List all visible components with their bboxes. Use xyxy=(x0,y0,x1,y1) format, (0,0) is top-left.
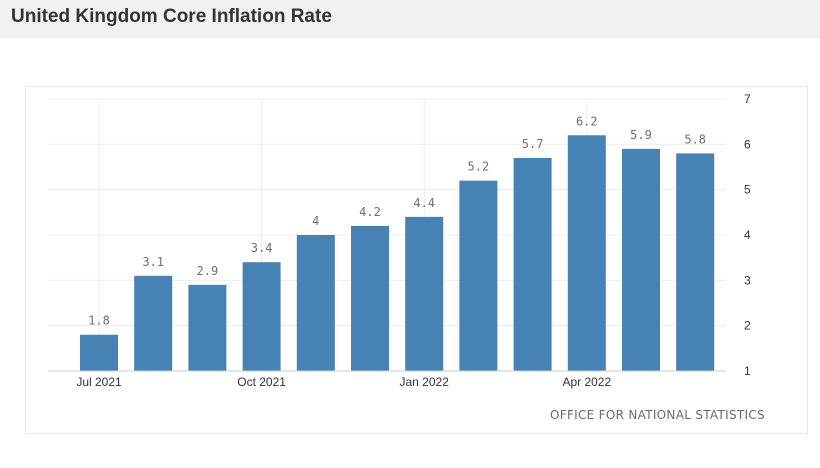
header-bar: United Kingdom Core Inflation Rate xyxy=(0,0,820,38)
y-tick-label: 7 xyxy=(744,92,751,106)
bar xyxy=(134,275,173,371)
bar xyxy=(296,235,335,371)
bar xyxy=(351,225,389,371)
bar xyxy=(459,180,498,371)
bar xyxy=(80,334,118,371)
data-label: 5.9 xyxy=(630,128,652,142)
data-label: 5.7 xyxy=(522,137,544,151)
data-label: 3.1 xyxy=(142,255,164,269)
bar xyxy=(513,157,552,371)
x-tick-label: Apr 2022 xyxy=(562,375,611,389)
y-tick-label: 2 xyxy=(744,319,751,333)
data-label: 5.8 xyxy=(684,132,706,146)
bar xyxy=(567,135,606,371)
bar xyxy=(622,148,660,371)
data-label: 1.8 xyxy=(88,314,110,328)
bar xyxy=(676,153,715,371)
source-label: OFFICE FOR NATIONAL STATISTICS xyxy=(550,408,765,422)
bar xyxy=(188,284,227,371)
bar xyxy=(242,262,281,371)
x-tick-label: Jul 2021 xyxy=(76,375,122,389)
data-label: 5.2 xyxy=(468,160,490,174)
x-tick-label: Oct 2021 xyxy=(237,375,286,389)
page-title: United Kingdom Core Inflation Rate xyxy=(11,6,332,27)
data-label: 4.2 xyxy=(359,205,381,219)
y-tick-label: 5 xyxy=(744,183,751,197)
y-tick-label: 1 xyxy=(744,364,751,378)
data-label: 6.2 xyxy=(576,114,598,128)
y-tick-label: 6 xyxy=(744,137,751,151)
x-tick-label: Jan 2022 xyxy=(400,375,450,389)
data-label: 4.4 xyxy=(413,196,435,210)
bar xyxy=(405,216,444,371)
y-tick-label: 3 xyxy=(744,273,751,287)
y-tick-label: 4 xyxy=(744,228,751,242)
data-label: 3.4 xyxy=(251,241,273,255)
data-label: 2.9 xyxy=(197,264,219,278)
data-label: 4 xyxy=(312,214,319,228)
